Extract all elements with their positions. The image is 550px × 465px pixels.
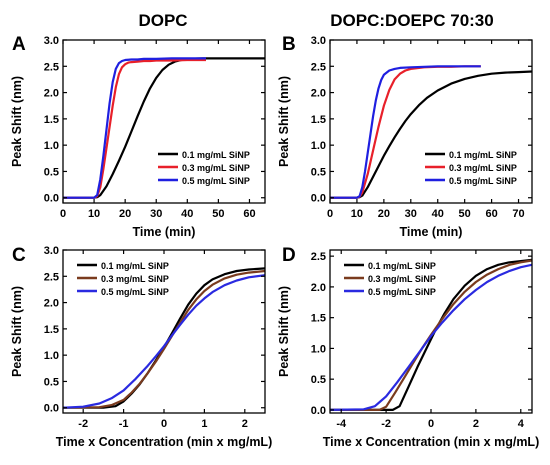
legend-label: 0.5 mg/mL SiNP	[182, 176, 250, 186]
x-tick-label: 4	[518, 418, 525, 430]
x-tick-label: 0	[428, 418, 434, 430]
x-tick-label: 10	[351, 208, 363, 220]
x-tick-label: 20	[119, 208, 131, 220]
x-tick-label: -4	[336, 418, 347, 430]
x-tick-label: -2	[78, 418, 88, 430]
series-line-1	[330, 70, 532, 199]
column-title-right: DOPC:DOEPC 70:30	[330, 11, 493, 30]
y-tick-label: 0.5	[44, 376, 59, 388]
y-tick-label: 3.0	[311, 35, 326, 47]
y-tick-label: 0.5	[311, 374, 326, 386]
y-tick-label: 2.0	[44, 88, 59, 100]
legend-label: 0.3 mg/mL SiNP	[182, 163, 250, 173]
y-tick-label: 1.0	[311, 343, 326, 355]
series-line-3	[63, 57, 206, 199]
x-axis-label: Time x Concentration (min x mg/mL)	[323, 435, 539, 449]
y-tick-label: 3.0	[44, 35, 59, 47]
y-tick-label: 2.0	[44, 298, 59, 310]
y-tick-label: 1.5	[44, 114, 59, 126]
y-tick-label: 2.0	[311, 88, 326, 100]
series-line-2	[330, 259, 532, 411]
legend-label: 0.1 mg/mL SiNP	[368, 261, 436, 271]
panel-letter: C	[12, 245, 26, 266]
y-tick-label: 0.0	[44, 193, 59, 205]
legend-label: 0.1 mg/mL SiNP	[101, 261, 169, 271]
x-tick-label: 2	[473, 418, 479, 430]
y-tick-label: 0.0	[311, 405, 326, 417]
series-line-3	[330, 263, 532, 411]
x-axis-label: Time x Concentration (min x mg/mL)	[56, 435, 272, 449]
y-tick-label: 1.5	[44, 324, 59, 336]
series-line-3	[63, 274, 265, 409]
legend-label: 0.3 mg/mL SiNP	[101, 274, 169, 284]
x-tick-label: 30	[150, 208, 162, 220]
panel-letter: A	[12, 34, 26, 55]
chart-panel-d: D -4 -2 0 2 4 0.0 0.5 1.0 1.5 2.0 2.5 Time x Concent…	[277, 245, 539, 449]
x-tick-label: 1	[201, 418, 207, 430]
y-tick-label: 2.5	[311, 251, 326, 263]
y-tick-label: 0.5	[311, 166, 326, 178]
x-tick-label: 50	[459, 208, 471, 220]
y-tick-label: 0.5	[44, 166, 59, 178]
x-tick-label: 20	[378, 208, 390, 220]
x-tick-label: 0	[60, 208, 66, 220]
y-tick-label: 2.5	[44, 271, 59, 283]
chart-panel-a: A 0 10 20 30 40 50 60 0.0 0.5 1.0 1.5 2.0 2.5 3.0 Time …	[10, 34, 266, 239]
y-tick-label: 2.5	[44, 61, 59, 73]
column-title-left: DOPC	[138, 11, 187, 30]
x-tick-label: 60	[243, 208, 255, 220]
y-tick-label: 1.0	[311, 140, 326, 152]
legend-label: 0.5 mg/mL SiNP	[368, 287, 436, 297]
x-tick-label: -2	[381, 418, 391, 430]
y-tick-label: 1.5	[311, 313, 326, 325]
legend-label: 0.3 mg/mL SiNP	[368, 274, 436, 284]
legend-label: 0.5 mg/mL SiNP	[101, 287, 169, 297]
y-axis-label: Peak Shift (nm)	[10, 76, 24, 167]
y-tick-label: 2.5	[311, 61, 326, 73]
x-tick-label: 0	[161, 418, 167, 430]
x-tick-label: -1	[119, 418, 129, 430]
legend-label: 0.1 mg/mL SiNP	[182, 150, 250, 160]
plot-frame	[62, 39, 266, 204]
y-tick-label: 1.0	[44, 350, 59, 362]
legend: 0.1 mg/mL SiNP 0.3 mg/mL SiNP 0.5 mg/mL Si…	[344, 261, 436, 297]
x-tick-label: 0	[327, 208, 333, 220]
x-tick-label: 70	[512, 208, 524, 220]
y-tick-label: 2.0	[311, 282, 326, 294]
chart-panel-c: C -2 -1 0 1 2 0.0 0.5 1.0 1.5 2.0 2.5 3.0 Time x Conc…	[10, 245, 272, 449]
series-line-1	[63, 267, 265, 409]
y-tick-label: 0.0	[44, 403, 59, 415]
series-line-1	[330, 258, 532, 411]
x-tick-label: 40	[432, 208, 444, 220]
legend-label: 0.5 mg/mL SiNP	[449, 176, 517, 186]
x-tick-label: 30	[405, 208, 417, 220]
y-axis-label: Peak Shift (nm)	[277, 286, 291, 377]
y-tick-label: 1.0	[44, 140, 59, 152]
y-axis-label: Peak Shift (nm)	[277, 76, 291, 167]
y-axis-label: Peak Shift (nm)	[10, 286, 24, 377]
chart-panel-b: B 0 10 20 30 40 50 60 70 0.0 0.5 1.0 1.5 2.0 2.5 3.0 Tim…	[277, 34, 533, 239]
legend: 0.1 mg/mL SiNP 0.3 mg/mL SiNP 0.5 mg/mL Si…	[77, 261, 169, 297]
x-tick-label: 60	[485, 208, 497, 220]
series-line-3	[330, 65, 481, 199]
x-tick-label: 10	[88, 208, 100, 220]
x-axis-label: Time (min)	[133, 225, 196, 239]
x-tick-label: 2	[242, 418, 248, 430]
legend: 0.1 mg/mL SiNP 0.3 mg/mL SiNP 0.5 mg/mL Si…	[425, 150, 517, 186]
y-tick-label: 0.0	[311, 193, 326, 205]
x-tick-label: 50	[212, 208, 224, 220]
plot-frame	[329, 39, 533, 204]
legend: 0.1 mg/mL SiNP 0.3 mg/mL SiNP 0.5 mg/mL Si…	[158, 150, 250, 186]
x-tick-label: 40	[181, 208, 193, 220]
legend-label: 0.3 mg/mL SiNP	[449, 163, 517, 173]
panel-letter: B	[282, 34, 296, 55]
legend-label: 0.1 mg/mL SiNP	[449, 150, 517, 160]
y-tick-label: 1.5	[311, 114, 326, 126]
x-axis-label: Time (min)	[400, 225, 463, 239]
y-tick-label: 3.0	[44, 245, 59, 257]
panel-letter: D	[282, 245, 296, 266]
